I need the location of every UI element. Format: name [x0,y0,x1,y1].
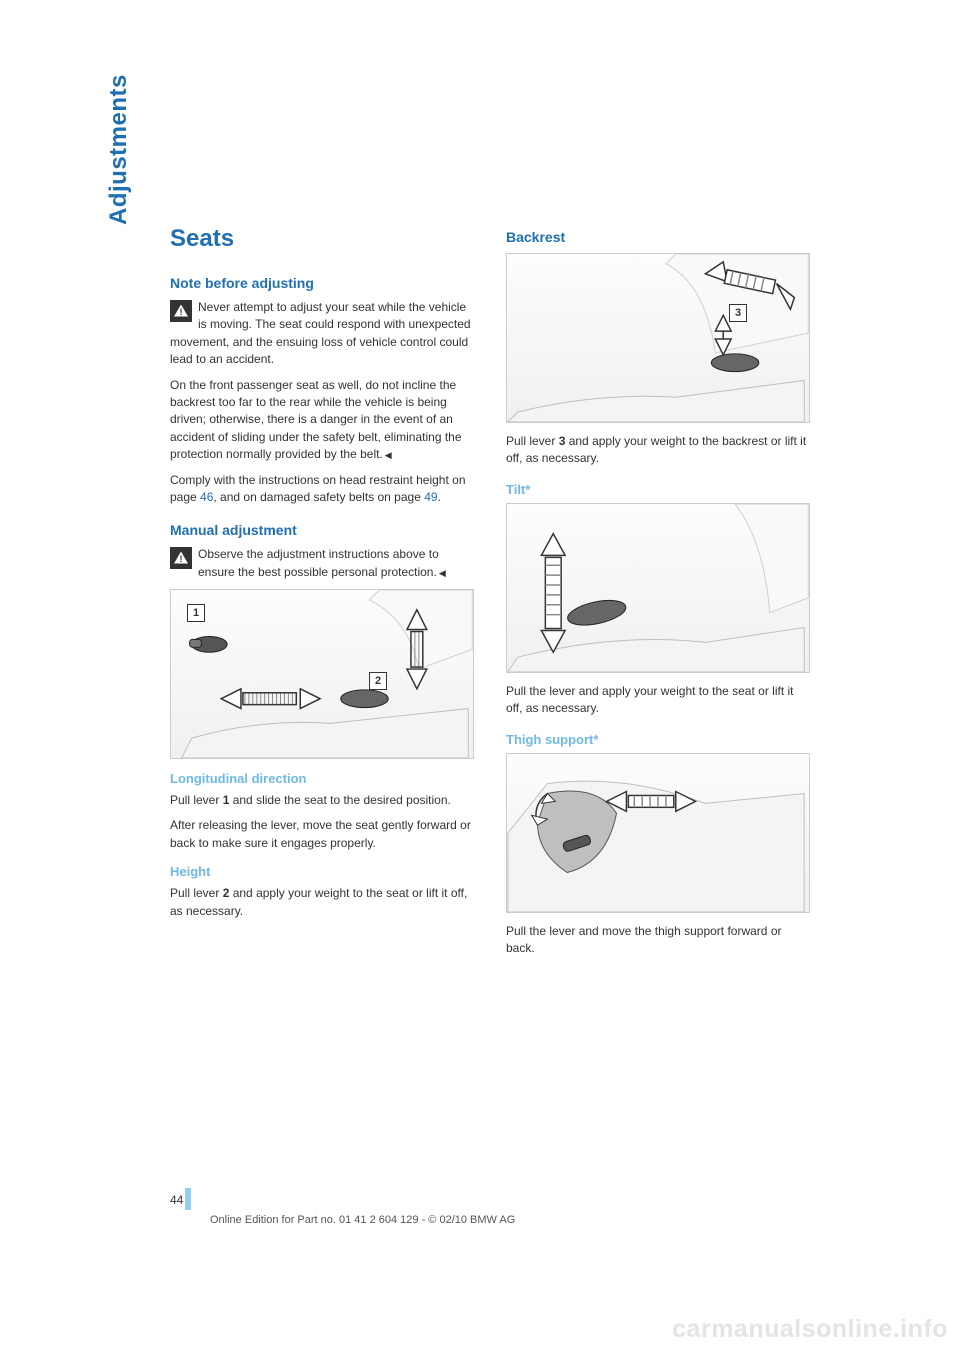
height-paragraph-1: Pull lever 2 and apply your weight to th… [170,885,474,920]
text: Pull lever [170,886,223,900]
text: and slide the seat to the desired positi… [229,793,450,807]
page-number-wrap: 44 [170,1188,191,1210]
watermark: carmanualsonline.info [672,1315,948,1344]
figure-seat-1-2: 1 2 [170,589,474,759]
heading-note: Note before adjusting [170,275,474,291]
manual-paragraph-1: Observe the adjustment instructions abov… [170,546,474,581]
heading-backrest: Backrest [506,229,810,245]
page-link-49[interactable]: 49 [424,490,437,504]
note-paragraph-1: Never attempt to adjust your seat while … [170,299,474,369]
heading-height: Height [170,864,474,879]
side-tab: Adjustments [105,74,133,225]
page-number: 44 [170,1193,183,1210]
warning-icon [170,547,192,569]
callout-2: 2 [369,672,387,690]
note-paragraph-2: On the front passenger seat as well, do … [170,377,474,464]
page-content: Seats Note before adjusting Never attemp… [170,225,810,965]
figure-tilt [506,503,810,673]
text: , and on damaged safety belts on page [213,490,424,504]
heading-tilt: Tilt* [506,482,810,497]
long-paragraph-1: Pull lever 1 and slide the seat to the d… [170,792,474,809]
note-paragraph-3: Comply with the instructions on head res… [170,472,474,507]
left-column: Seats Note before adjusting Never attemp… [170,225,474,965]
page-number-bar [185,1188,191,1210]
page-title: Seats [170,225,474,253]
heading-thigh: Thigh support* [506,732,810,747]
callout-1: 1 [187,604,205,622]
figure-thigh [506,753,810,913]
warning-icon [170,300,192,322]
heading-manual: Manual adjustment [170,522,474,538]
heading-longitudinal: Longitudinal direction [170,771,474,786]
tilt-paragraph-1: Pull the lever and apply your weight to … [506,683,810,718]
figure-backrest: 3 [506,253,810,423]
callout-3: 3 [729,304,747,322]
text: . [438,490,441,504]
footer-line: Online Edition for Part no. 01 41 2 604 … [210,1214,515,1226]
text: Pull lever [170,793,223,807]
backrest-paragraph-1: Pull lever 3 and apply your weight to th… [506,433,810,468]
right-column: Backrest [506,225,810,965]
text: Pull lever [506,434,559,448]
thigh-paragraph-1: Pull the lever and move the thigh suppor… [506,923,810,958]
long-paragraph-2: After releasing the lever, move the seat… [170,817,474,852]
page-link-46[interactable]: 46 [200,490,213,504]
